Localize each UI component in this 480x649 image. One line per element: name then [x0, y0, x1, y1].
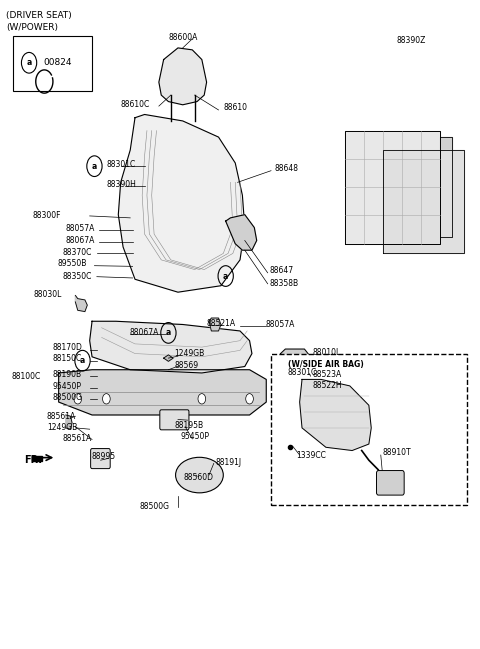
Polygon shape [90, 321, 252, 373]
Text: 88500G: 88500G [53, 393, 83, 402]
Text: 88995: 88995 [91, 452, 115, 461]
Text: 88067A: 88067A [66, 236, 95, 245]
FancyBboxPatch shape [294, 380, 310, 391]
Text: FR.: FR. [24, 455, 42, 465]
Text: 88301C: 88301C [107, 160, 136, 169]
Text: 88561A: 88561A [47, 412, 76, 421]
Polygon shape [66, 415, 72, 429]
Polygon shape [75, 295, 87, 312]
Text: 88500G: 88500G [139, 502, 169, 511]
Text: 88350C: 88350C [62, 271, 92, 280]
Text: 89550B: 89550B [58, 259, 87, 268]
Circle shape [74, 394, 82, 404]
Polygon shape [59, 370, 266, 415]
Text: a: a [166, 328, 171, 337]
FancyBboxPatch shape [294, 369, 310, 379]
Polygon shape [118, 114, 245, 292]
Text: 88301C: 88301C [288, 369, 317, 378]
Polygon shape [300, 380, 371, 450]
Text: 88195B: 88195B [174, 421, 203, 430]
FancyBboxPatch shape [271, 354, 467, 506]
Ellipse shape [176, 458, 223, 493]
Text: 88523A: 88523A [312, 371, 342, 380]
Text: a: a [80, 356, 85, 365]
Text: 88648: 88648 [275, 164, 299, 173]
Text: 1339CC: 1339CC [296, 451, 326, 460]
Text: 88067A: 88067A [129, 328, 159, 337]
Text: 88910T: 88910T [382, 448, 411, 457]
Text: a: a [26, 58, 32, 67]
Text: 88100C: 88100C [12, 372, 41, 381]
Polygon shape [345, 130, 441, 244]
Text: 88561A: 88561A [62, 434, 92, 443]
FancyBboxPatch shape [376, 471, 404, 495]
Polygon shape [383, 150, 464, 253]
Text: 88057A: 88057A [66, 224, 95, 233]
Text: (DRIVER SEAT)
(W/POWER): (DRIVER SEAT) (W/POWER) [6, 11, 72, 32]
Text: 88358B: 88358B [270, 278, 299, 288]
FancyBboxPatch shape [13, 36, 92, 91]
Text: a: a [223, 271, 228, 280]
Polygon shape [159, 48, 206, 104]
Text: 1249GB: 1249GB [47, 423, 77, 432]
Polygon shape [226, 215, 257, 250]
Circle shape [198, 394, 205, 404]
Polygon shape [441, 137, 452, 238]
Text: 1249GB: 1249GB [174, 349, 204, 358]
Text: 88390Z: 88390Z [396, 36, 426, 45]
Text: 88521A: 88521A [206, 319, 236, 328]
Text: 88191J: 88191J [215, 458, 241, 467]
Text: 88560D: 88560D [184, 473, 214, 482]
Text: 88647: 88647 [270, 266, 294, 275]
Circle shape [246, 394, 253, 404]
Text: 95450P: 95450P [180, 432, 209, 441]
Circle shape [103, 394, 110, 404]
Polygon shape [209, 318, 221, 331]
Text: 88610C: 88610C [120, 101, 149, 109]
Text: 88522H: 88522H [312, 382, 342, 391]
FancyBboxPatch shape [91, 448, 110, 469]
Text: 88390H: 88390H [107, 180, 136, 190]
Text: 88600A: 88600A [168, 33, 197, 42]
Text: 88300F: 88300F [33, 212, 61, 221]
Text: 00824: 00824 [43, 58, 72, 67]
Text: 95450P: 95450P [53, 382, 82, 391]
Polygon shape [164, 355, 173, 361]
Polygon shape [281, 349, 312, 370]
Polygon shape [33, 456, 42, 461]
Text: 88030L: 88030L [34, 289, 62, 299]
Text: 88150C: 88150C [53, 354, 82, 363]
Text: 88010L: 88010L [312, 349, 341, 358]
Text: 88569: 88569 [174, 361, 198, 370]
Text: a: a [92, 162, 97, 171]
Text: 88170D: 88170D [53, 343, 83, 352]
Text: (W/SIDE AIR BAG): (W/SIDE AIR BAG) [288, 360, 363, 369]
FancyBboxPatch shape [160, 410, 189, 430]
Text: 88370C: 88370C [62, 248, 92, 256]
Text: 88190B: 88190B [53, 371, 82, 380]
Text: 88057A: 88057A [265, 320, 295, 329]
Text: 88610: 88610 [223, 103, 247, 112]
